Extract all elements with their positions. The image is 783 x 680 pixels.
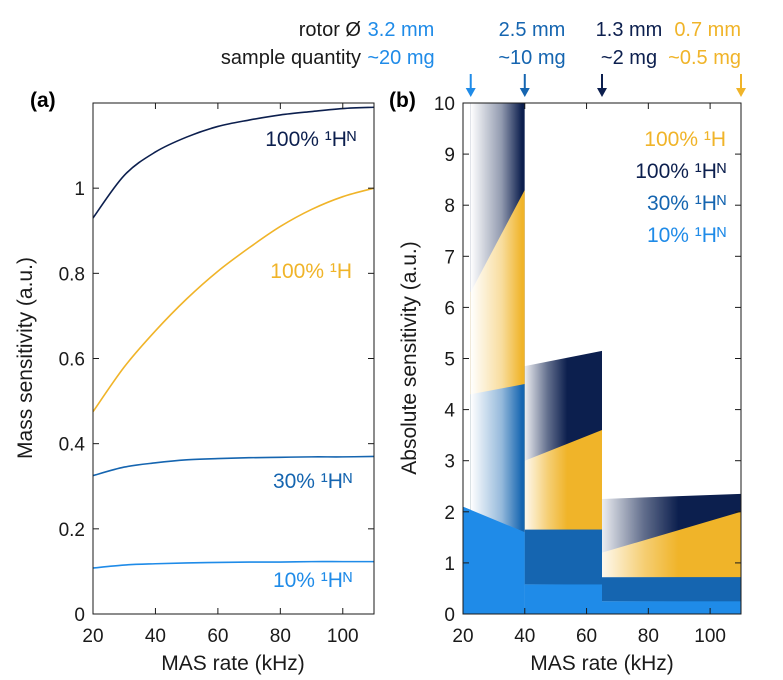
series-label-100-h: 100% ¹Hᴺ: [265, 128, 356, 151]
rotor-size: 2.5 mm: [499, 19, 566, 41]
x-tick-label: 80: [270, 626, 291, 647]
rotor-column-0-7-mm: 0.7 mm ~0.5 mg: [668, 19, 746, 97]
panel-a-series-labels: 100% ¹Hᴺ 100% ¹H 30% ¹Hᴺ 10% ¹Hᴺ: [265, 128, 356, 592]
rotor-size: 3.2 mm: [368, 19, 435, 41]
panel-a-series: [93, 106, 374, 569]
sample-quantity: ~20 mg: [367, 47, 434, 69]
sample-quantity: ~2 mg: [601, 47, 657, 69]
panel-b-ylabel: Absolute sensitivity (a.u.): [398, 241, 421, 474]
down-arrow-icon: [736, 88, 746, 97]
solid-base-layer: [463, 506, 741, 614]
panel-a-ticks: 20 40 60 80 100 0 0.2 0.4 0.6 0.8 1: [59, 103, 374, 647]
series-line-100-h: [93, 187, 374, 413]
panel-a-frame: [92, 102, 375, 615]
x-tick-label: 60: [207, 626, 228, 647]
sample-quantity: ~0.5 mg: [668, 47, 741, 69]
y-tick-label: 1: [74, 179, 85, 200]
y-tick-label: 9: [444, 145, 455, 166]
y-tick-label: 0.8: [59, 264, 85, 285]
series-label-30-h: 30% ¹Hᴺ: [273, 470, 352, 493]
series-line-100-h: [93, 106, 374, 219]
panel-b: (b) 20 40 60 80 100 0 1 2 3 4 5 6 7 8 9 10 MAS rate (kH…: [389, 89, 742, 675]
panel-a-xlabel: MAS rate (kHz): [161, 652, 305, 675]
rotor-column-3-2-mm: 3.2 mm ~20 mg: [367, 19, 476, 97]
rotor-column-2-5-mm: 2.5 mm ~10 mg: [498, 19, 566, 97]
panel-b-xlabel: MAS rate (kHz): [530, 652, 674, 675]
x-tick-label: 20: [82, 626, 103, 647]
panel-b-legend: 100% ¹H 100% ¹Hᴺ 30% ¹Hᴺ 10% ¹Hᴺ: [635, 128, 726, 247]
x-tick-label: 20: [452, 626, 473, 647]
area-segment-solid: [524, 529, 602, 585]
y-tick-label: 5: [444, 350, 455, 371]
y-tick-label: 4: [444, 401, 455, 422]
area-segment-solid: [463, 506, 525, 614]
legend-entry-10-h: 10% ¹Hᴺ: [647, 224, 726, 247]
y-tick-label: 0.4: [59, 435, 86, 456]
panel-a-label: (a): [30, 89, 56, 112]
y-tick-label: 7: [444, 247, 455, 268]
x-tick-label: 100: [327, 626, 359, 647]
series-line-30-h: [93, 455, 374, 477]
x-tick-label: 40: [145, 626, 166, 647]
down-arrow-icon: [519, 88, 530, 97]
x-tick-label: 60: [576, 626, 597, 647]
rotor-size: 0.7 mm: [674, 19, 741, 41]
y-tick-label: 0.2: [59, 520, 85, 541]
rotor-header: rotor Ø sample quantity 3.2 mm ~20 mg 2.5 …: [221, 19, 746, 97]
rotor-diameter-label: rotor Ø: [299, 19, 361, 41]
x-tick-label: 80: [638, 626, 659, 647]
legend-entry-100-h: 100% ¹Hᴺ: [635, 160, 726, 183]
y-tick-label: 2: [444, 503, 455, 524]
panel-b-series: [463, 103, 741, 614]
series-label-10-h: 10% ¹Hᴺ: [273, 569, 352, 592]
y-tick-label: 10: [434, 94, 455, 115]
panel-a-ylabel: Mass sensitivity (a.u.): [14, 257, 37, 459]
area-segment-solid: [524, 584, 602, 614]
sample-quantity: ~10 mg: [498, 47, 565, 69]
panel-b-label: (b): [389, 89, 416, 112]
y-tick-label: 0: [74, 605, 85, 626]
series-label-100-h: 100% ¹H: [270, 260, 352, 283]
rotor-size: 1.3 mm: [596, 19, 663, 41]
series-line-10-h: [93, 560, 374, 569]
sample-quantity-label: sample quantity: [221, 47, 361, 69]
y-tick-label: 3: [444, 452, 455, 473]
y-tick-label: 0: [444, 605, 455, 626]
y-tick-label: 8: [444, 196, 455, 217]
area-segment-solid: [602, 601, 741, 614]
rotor-column-1-3-mm: 1.3 mm ~2 mg: [596, 19, 663, 97]
x-tick-label: 40: [514, 626, 535, 647]
y-tick-label: 6: [444, 298, 455, 319]
down-arrow-icon: [597, 88, 607, 97]
down-arrow-icon: [465, 88, 476, 97]
legend-entry-30-h: 30% ¹Hᴺ: [647, 192, 726, 215]
panel-b-ticks: 20 40 60 80 100 0 1 2 3 4 5 6 7 8 9 10: [434, 94, 741, 647]
area-segment-solid: [602, 577, 741, 602]
y-tick-label: 1: [444, 554, 455, 575]
x-tick-label: 100: [694, 626, 726, 647]
y-tick-label: 0.6: [59, 350, 85, 371]
fade-overlay: [524, 103, 568, 613]
fade-overlay: [602, 103, 679, 613]
panel-a: (a) 20 40 60 80 100 0 0.2 0.4 0.6 0.8 1 MAS rate (…: [14, 89, 375, 675]
legend-entry-100-h: 100% ¹H: [644, 128, 726, 151]
rotor-columns: 3.2 mm ~20 mg 2.5 mm ~10 mg 1.3 mm ~2 mg 0.7 m…: [367, 19, 746, 97]
